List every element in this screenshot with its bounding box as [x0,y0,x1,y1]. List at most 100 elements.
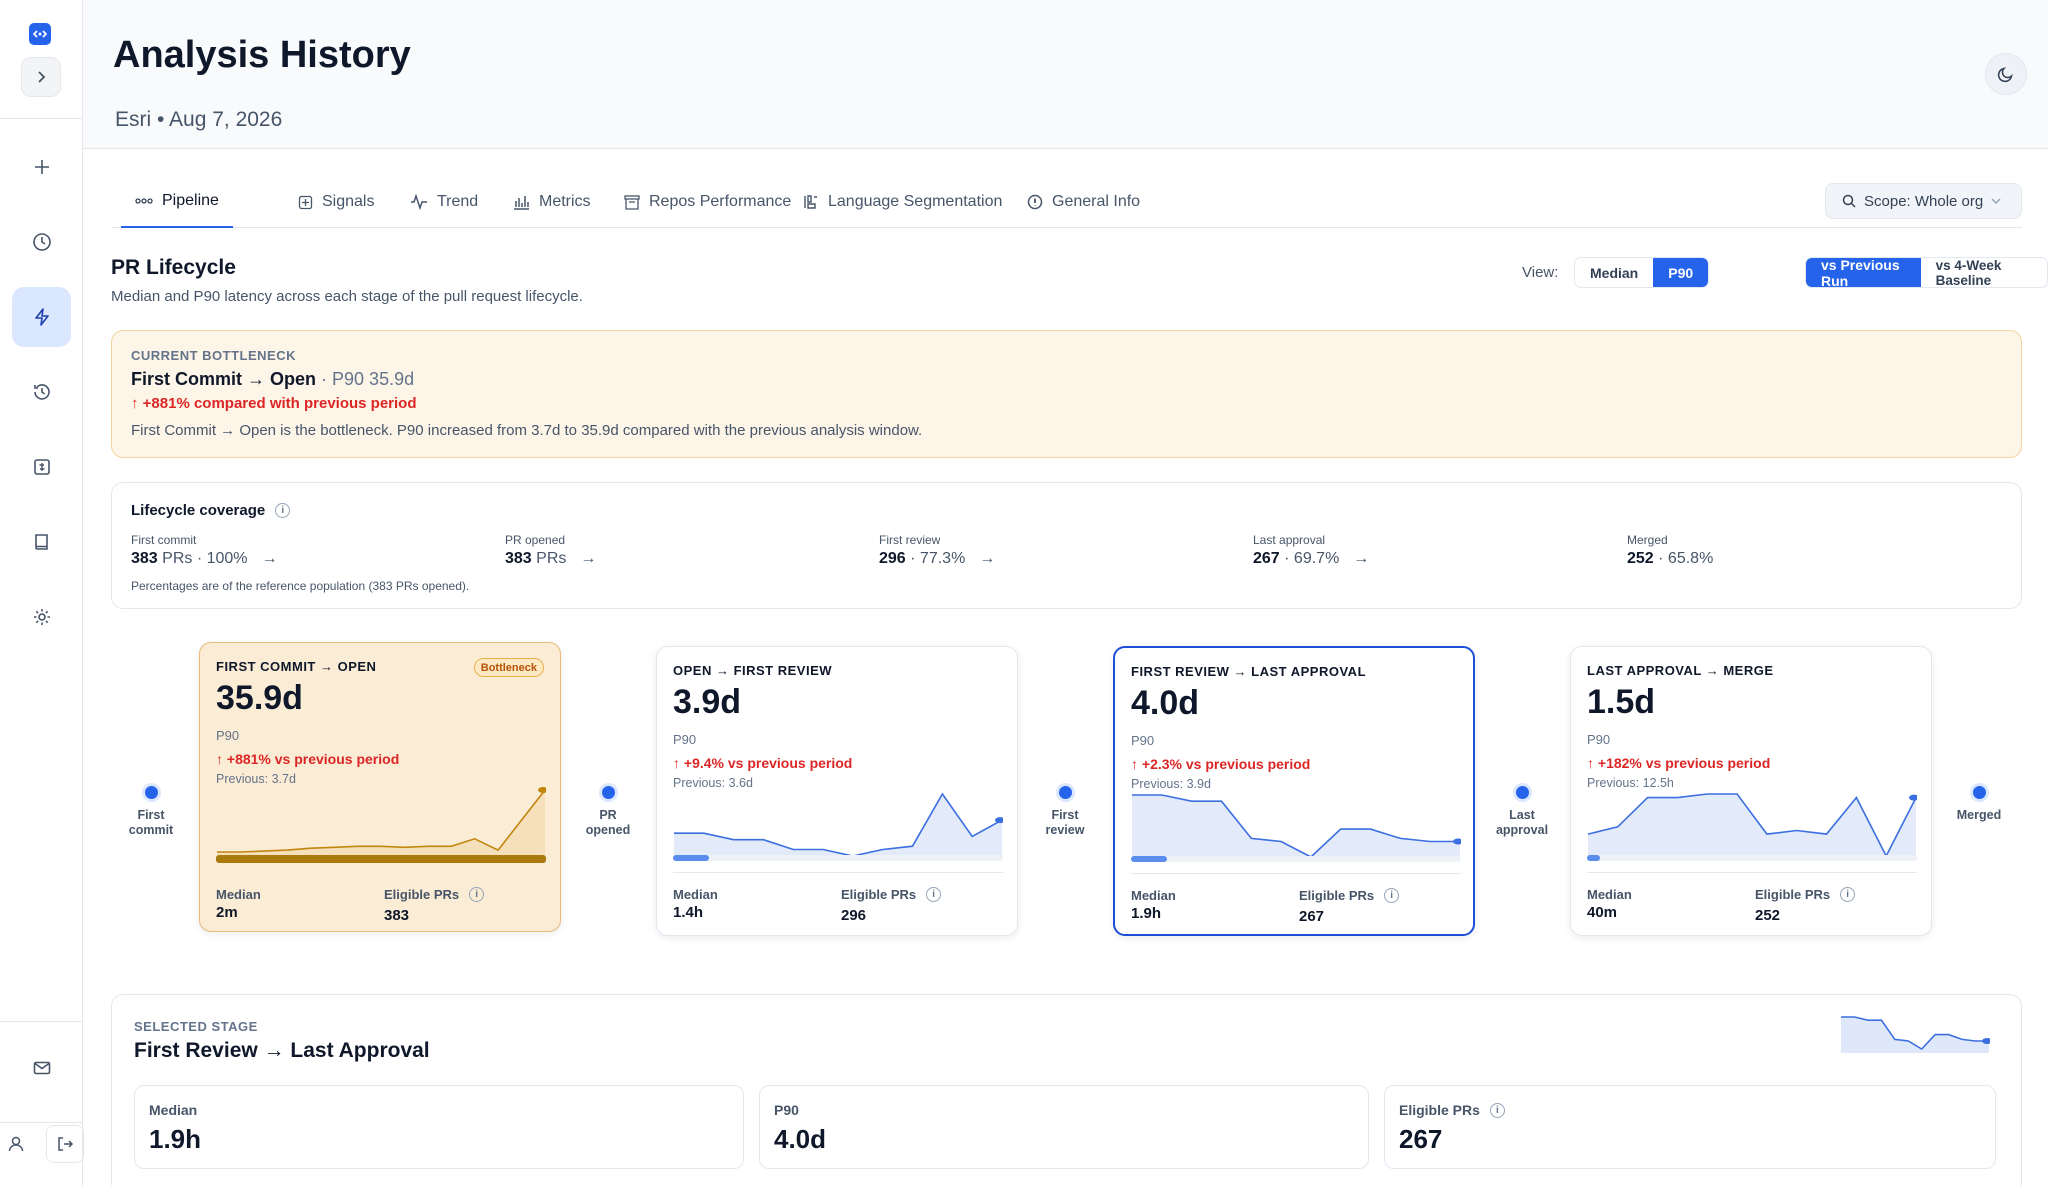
selected-title: First Review → Last Approval [134,1039,430,1062]
tab-repos-performance[interactable]: Repos Performance [610,176,805,228]
tab-pipeline[interactable]: Pipeline [121,176,233,228]
main-content: Analysis History Esri • Aug 7, 2026 Pipe… [83,0,2048,1186]
selected-kicker: SELECTED STAGE [134,1019,258,1034]
coverage-label: First review [879,533,941,547]
stat-toggle: Median P90 [1574,257,1710,288]
book-icon [34,534,48,550]
bottleneck-description: First Commit → Open is the bottleneck. P… [131,422,923,439]
messages-button[interactable] [12,1038,71,1098]
tab-general-info[interactable]: General Info [1013,176,1154,228]
tab-label: Metrics [539,193,591,210]
eligible-value: 383 [384,907,410,924]
p90-option[interactable]: P90 [1653,258,1709,287]
stage-card[interactable]: FIRST COMMIT → OPEN Bottleneck 35.9d P90… [199,642,561,932]
bottleneck-callout: CURRENT BOTTLENECK First Commit → Open ·… [111,330,2022,458]
tab-label: Language Segmentation [828,193,1003,210]
node-dot [141,783,161,802]
tab-label: Pipeline [162,192,219,209]
stage-card[interactable]: LAST APPROVAL → MERGE 1.5d P90 ↑ +182% v… [1570,646,1932,936]
coverage-label: Last approval [1253,533,1326,547]
profile-button[interactable] [0,1124,32,1164]
coverage-note: Percentages are of the reference populat… [131,579,470,593]
stat-value: 4.0d [774,1124,827,1154]
stage-card-selected[interactable]: FIRST REVIEW → LAST APPROVAL 4.0d P90 ↑ … [1113,646,1475,936]
search-icon [1842,194,1856,208]
info-icon [1027,194,1043,210]
theme-toggle-button[interactable] [1985,53,2027,95]
stage-title: FIRST REVIEW → LAST APPROVAL [1131,664,1367,679]
node-label: Merged [1956,808,2002,822]
docs-button[interactable] [12,512,71,572]
eligible-stat-box: Eligible PRs i 267 [1384,1085,1996,1169]
previous-run-option[interactable]: vs Previous Run [1806,258,1921,287]
info-icon[interactable]: i [1384,888,1400,903]
app-logo-icon[interactable] [29,23,51,45]
sidebar-toggle-button[interactable] [21,57,61,97]
median-value: 1.9h [1131,905,1162,922]
baseline-option[interactable]: vs 4-Week Baseline [1935,257,2002,288]
mail-icon [33,1061,50,1075]
history-button[interactable] [12,212,71,272]
bottleneck-kicker: CURRENT BOTTLENECK [131,348,296,363]
stage-value: 4.0d [1131,684,1200,722]
p90-stat-box: P90 4.0d [759,1085,1369,1169]
chevron-down-icon [1991,197,2001,204]
coverage-label: PR opened [505,533,566,547]
receipt-icon [33,459,50,475]
info-icon[interactable]: i [1840,887,1856,902]
tab-language-segmentation[interactable]: Language Segmentation [789,176,1016,228]
sparkline-line [1587,793,1917,858]
tab-label: Signals [322,193,375,210]
scope-select[interactable]: Scope: Whole org [1825,183,2022,219]
sparkline-area [217,790,545,856]
coverage-count: 296 [879,550,906,567]
stage-delta: ↑ +9.4% vs previous period [673,755,853,771]
stage-card[interactable]: OPEN → FIRST REVIEW 3.9d P90 ↑ +9.4% vs … [656,646,1018,936]
repos-icon [624,194,640,210]
stage-previous: Previous: 12.5h [1587,776,1674,790]
info-icon[interactable]: i [275,503,291,518]
info-icon[interactable]: i [1489,1102,1505,1118]
sparkline-endpoint [1909,794,1917,801]
arrow-right-icon: → [261,550,278,567]
selected-sparkline [1841,1016,1990,1053]
language-icon [804,195,817,209]
tab-signals[interactable]: Signals [284,176,388,228]
recent-runs-button[interactable] [12,362,71,422]
stat-label-text: Eligible PRs [1399,1102,1480,1118]
scope-label: Scope: Whole org [1864,192,1984,210]
stage-progress-bar [216,855,546,863]
billing-button[interactable] [12,437,71,497]
tab-bar: Pipeline Signals Trend Metrics Repos Per… [111,176,2022,228]
median-stat-box: Median 1.9h [134,1085,744,1169]
node-dot [598,783,618,802]
median-value: 2m [216,904,238,921]
info-icon[interactable]: i [926,887,942,902]
pipeline-node: First commit [121,783,181,838]
moon-icon [1997,67,2013,83]
bottleneck-badge: Bottleneck [473,658,544,677]
eligible-value: 267 [1299,908,1325,925]
tab-metrics[interactable]: Metrics [499,176,605,228]
view-label: View: [1522,264,1559,281]
logout-button[interactable] [46,1125,84,1163]
stage-delta: ↑ +182% vs previous period [1587,755,1771,771]
coverage-item: First commit 383 PRs · 100% → [131,533,278,568]
sparkline-endpoint [538,787,546,793]
stage-title: OPEN → FIRST REVIEW [673,663,833,678]
info-icon[interactable]: i [469,887,485,902]
coverage-rest: PRs · 100% [157,550,248,567]
median-option[interactable]: Median [1590,264,1639,281]
tab-trend[interactable]: Trend [396,176,492,228]
settings-button[interactable] [12,587,71,647]
pipeline-node: First review [1035,783,1095,838]
new-analysis-button[interactable] [12,137,71,197]
sparkline-endpoint [995,817,1003,824]
gear-icon [33,609,50,625]
stage-value: 3.9d [673,683,742,721]
node-dot [1055,783,1075,802]
median-label: Median [673,887,718,902]
node-label: Last approval [1495,808,1549,837]
stage-progress-bar [1131,856,1461,862]
pipeline-nav-button[interactable] [12,287,71,347]
